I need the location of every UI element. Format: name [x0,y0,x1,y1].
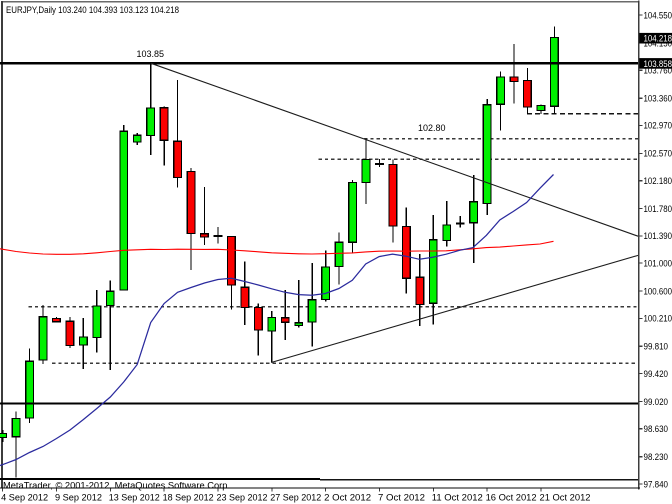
svg-text:103.360: 103.360 [644,94,672,104]
svg-text:9 Sep 2012: 9 Sep 2012 [55,493,102,503]
svg-text:101.780: 101.780 [644,204,672,214]
svg-text:100.210: 100.210 [644,314,672,324]
svg-text:11 Oct 2012: 11 Oct 2012 [432,493,483,503]
svg-text:103.760: 103.760 [644,66,672,76]
svg-text:103.858: 103.858 [644,59,672,69]
svg-text:101.390: 101.390 [644,231,672,241]
svg-text:99.020: 99.020 [644,397,669,407]
svg-text:99.420: 99.420 [644,369,669,379]
svg-text:7 Oct 2012: 7 Oct 2012 [378,493,425,503]
svg-text:97.840: 97.840 [644,479,669,489]
svg-text:103.85: 103.85 [137,49,165,59]
svg-text:13 Sep 2012: 13 Sep 2012 [109,493,160,503]
svg-text:104.218: 104.218 [644,34,672,44]
svg-text:EURJPY,Daily 103.240 104.393: EURJPY,Daily 103.240 104.393 103.123 104… [6,5,179,16]
svg-text:18 Sep 2012: 18 Sep 2012 [163,493,214,503]
svg-text:102.970: 102.970 [644,121,672,131]
svg-text:16 Oct 2012: 16 Oct 2012 [486,493,537,503]
svg-text:98.630: 98.630 [644,424,669,434]
svg-text:100.600: 100.600 [644,286,672,296]
svg-text:4 Sep 2012: 4 Sep 2012 [1,493,48,503]
svg-text:21 Oct 2012: 21 Oct 2012 [540,493,591,503]
svg-text:102.180: 102.180 [644,176,672,186]
svg-text:98.230: 98.230 [644,452,669,462]
svg-text:99.810: 99.810 [644,342,669,352]
svg-text:101.000: 101.000 [644,258,672,268]
svg-text:102.570: 102.570 [644,149,672,159]
svg-text:23 Sep 2012: 23 Sep 2012 [217,493,268,503]
svg-text:104.550: 104.550 [644,10,672,20]
svg-text:2 Oct 2012: 2 Oct 2012 [324,493,371,503]
svg-text:102.80: 102.80 [418,123,446,133]
svg-text:MetaTrader, © 2001-2012, MetaQ: MetaTrader, © 2001-2012, MetaQuotes Soft… [3,480,230,490]
svg-text:27 Sep 2012: 27 Sep 2012 [270,493,321,503]
